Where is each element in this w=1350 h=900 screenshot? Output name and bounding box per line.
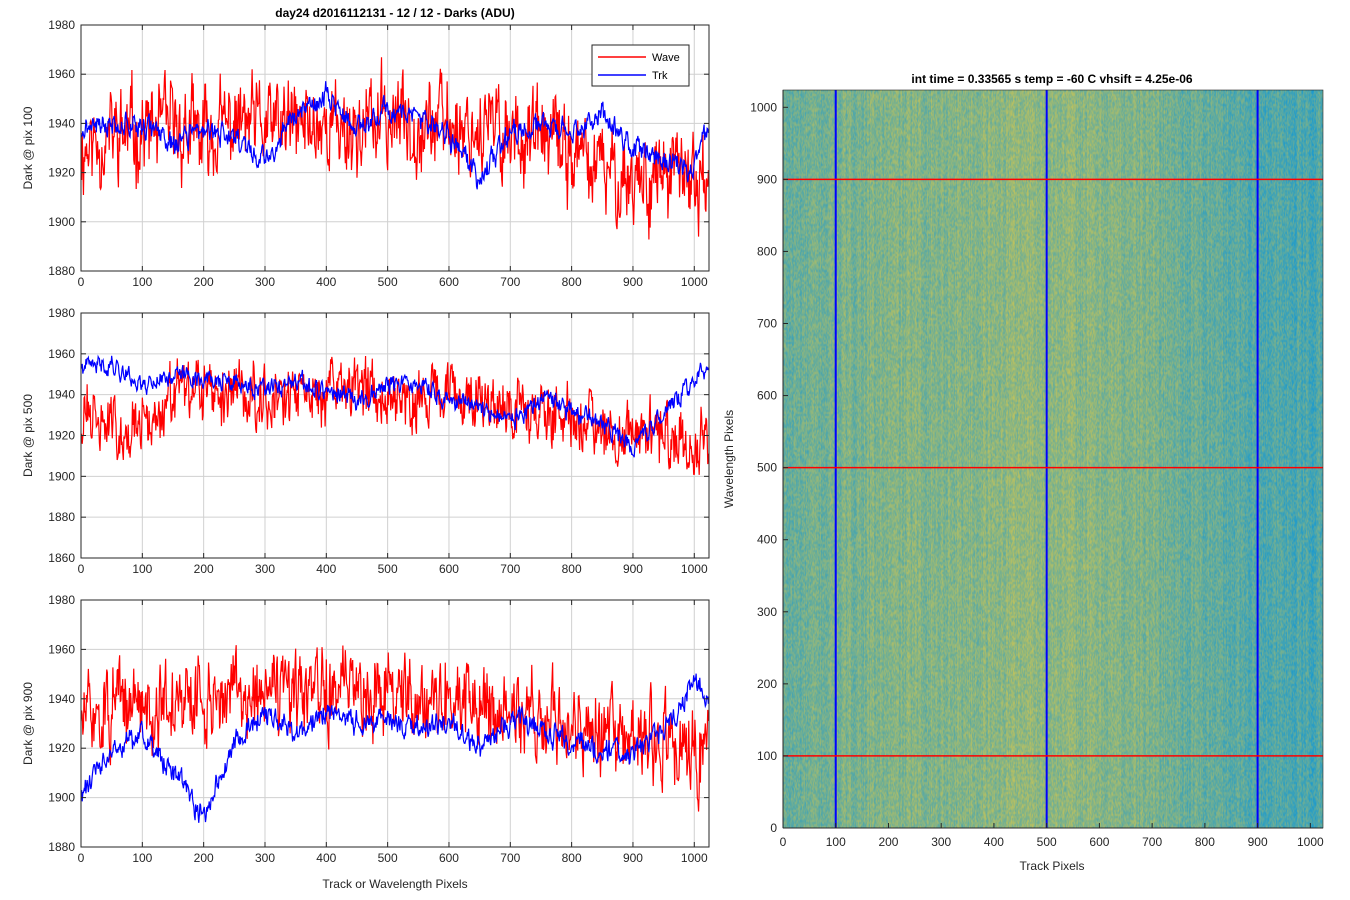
heatmap-y-tick-label: 600	[757, 389, 777, 403]
x-tick-label: 900	[623, 851, 643, 865]
x-tick-label: 400	[316, 562, 336, 576]
x-tick-label: 900	[623, 275, 643, 289]
heatmap-y-tick-label: 200	[757, 677, 777, 691]
x-tick-label: 0	[78, 275, 85, 289]
heatmap-y-tick-label: 0	[770, 821, 777, 835]
legend: Wave Trk	[591, 44, 690, 87]
heatmap-x-tick-label: 0	[780, 835, 787, 849]
y-tick-label: 1980	[48, 18, 75, 32]
heatmap-x-tick-label: 500	[1037, 835, 1057, 849]
x-tick-label: 800	[562, 851, 582, 865]
x-tick-label: 1000	[681, 275, 708, 289]
y-tick-label: 1980	[48, 306, 75, 320]
x-tick-label: 1000	[681, 851, 708, 865]
y-tick-label: 1920	[48, 166, 75, 180]
y-tick-label: 1940	[48, 692, 75, 706]
heatmap-title: int time = 0.33565 s temp = -60 C vhsift…	[911, 72, 1192, 86]
y-tick-label: 1960	[48, 642, 75, 656]
y-tick-label: 1960	[48, 67, 75, 81]
y-axis-label: Dark @ pix 900	[21, 682, 35, 765]
x-tick-label: 800	[562, 562, 582, 576]
x-tick-label: 500	[378, 275, 398, 289]
series-line-wave	[81, 355, 709, 475]
x-tick-label: 1000	[681, 562, 708, 576]
y-tick-label: 1900	[48, 215, 75, 229]
line-chart-pix-500: 0 100 200 300 400 500 600 700 800 900 1000 1860 1880…	[21, 306, 710, 576]
heatmap-panel: int time = 0.33565 s temp = -60 C vhsift…	[722, 72, 1324, 873]
heatmap-x-tick-label: 600	[1089, 835, 1109, 849]
x-tick-label: 300	[255, 275, 275, 289]
legend-label-trk: Trk	[652, 70, 668, 82]
line-chart-pix-900: 0 100 200 300 400 500 600 700 800 900 1000 1880 1900…	[21, 593, 710, 865]
y-tick-label: 1940	[48, 116, 75, 130]
x-tick-label: 400	[316, 851, 336, 865]
legend-label-wave: Wave	[652, 52, 680, 64]
x-tick-label: 500	[378, 562, 398, 576]
y-tick-label: 1920	[48, 741, 75, 755]
x-tick-label: 700	[500, 562, 520, 576]
heatmap-x-tick-label: 1000	[1297, 835, 1324, 849]
heatmap-x-tick-label: 300	[931, 835, 951, 849]
x-tick-label: 100	[132, 562, 152, 576]
y-tick-label: 1900	[48, 791, 75, 805]
shared-x-axis-label: Track or Wavelength Pixels	[322, 877, 467, 891]
heatmap-x-tick-label: 800	[1195, 835, 1215, 849]
y-tick-label: 1920	[48, 429, 75, 443]
y-tick-label: 1880	[48, 264, 75, 278]
heatmap-x-tick-label: 900	[1248, 835, 1268, 849]
x-tick-label: 700	[500, 275, 520, 289]
heatmap-y-tick-label: 100	[757, 749, 777, 763]
x-tick-label: 200	[194, 851, 214, 865]
x-tick-label: 0	[78, 562, 85, 576]
x-tick-label: 500	[378, 851, 398, 865]
heatmap-y-axis-label: Wavelength Pixels	[722, 410, 736, 508]
y-tick-label: 1860	[48, 551, 75, 565]
heatmap-overlay: 0 100 200 300 400 500 600 700 800 900 1000 0 100 200 3…	[750, 89, 1324, 849]
y-tick-label: 1900	[48, 469, 75, 483]
heatmap-y-tick-label: 700	[757, 317, 777, 331]
heatmap-y-tick-label: 400	[757, 533, 777, 547]
plot-frame	[80, 24, 710, 272]
x-tick-label: 0	[78, 851, 85, 865]
x-tick-label: 600	[439, 275, 459, 289]
x-tick-label: 700	[500, 851, 520, 865]
heatmap-y-tick-label: 800	[757, 244, 777, 258]
heatmap-x-axis-label: Track Pixels	[1020, 859, 1085, 873]
heatmap-x-tick-label: 100	[826, 835, 846, 849]
y-axis-label: Dark @ pix 100	[21, 106, 35, 189]
y-tick-label: 1960	[48, 347, 75, 361]
x-tick-label: 300	[255, 562, 275, 576]
y-axis-label: Dark @ pix 500	[21, 394, 35, 477]
legend-box	[591, 44, 690, 87]
heatmap-x-tick-label: 400	[984, 835, 1004, 849]
y-tick-label: 1940	[48, 388, 75, 402]
figure-title: day24 d2016112131 - 12 / 12 - Darks (ADU…	[275, 6, 514, 20]
x-tick-label: 600	[439, 562, 459, 576]
x-tick-label: 100	[132, 275, 152, 289]
y-tick-label: 1880	[48, 510, 75, 524]
y-tick-label: 1980	[48, 593, 75, 607]
y-tick-label: 1880	[48, 840, 75, 854]
x-tick-label: 400	[316, 275, 336, 289]
x-tick-label: 100	[132, 851, 152, 865]
series-line-wave	[81, 57, 709, 240]
x-tick-label: 600	[439, 851, 459, 865]
x-tick-label: 900	[623, 562, 643, 576]
heatmap-y-tick-label: 300	[757, 605, 777, 619]
heatmap-image	[783, 90, 1323, 828]
heatmap-y-tick-label: 1000	[750, 100, 777, 114]
x-tick-label: 200	[194, 275, 214, 289]
x-tick-label: 800	[562, 275, 582, 289]
series-line-trk	[81, 81, 709, 190]
plot-frame	[80, 599, 710, 848]
series-line-trk	[81, 673, 709, 823]
heatmap-y-tick-label: 500	[757, 461, 777, 475]
heatmap-y-tick-label: 900	[757, 172, 777, 186]
heatmap-x-tick-label: 700	[1142, 835, 1162, 849]
heatmap-x-tick-label: 200	[878, 835, 898, 849]
x-tick-label: 300	[255, 851, 275, 865]
series-line-trk	[81, 354, 709, 458]
x-tick-label: 200	[194, 562, 214, 576]
